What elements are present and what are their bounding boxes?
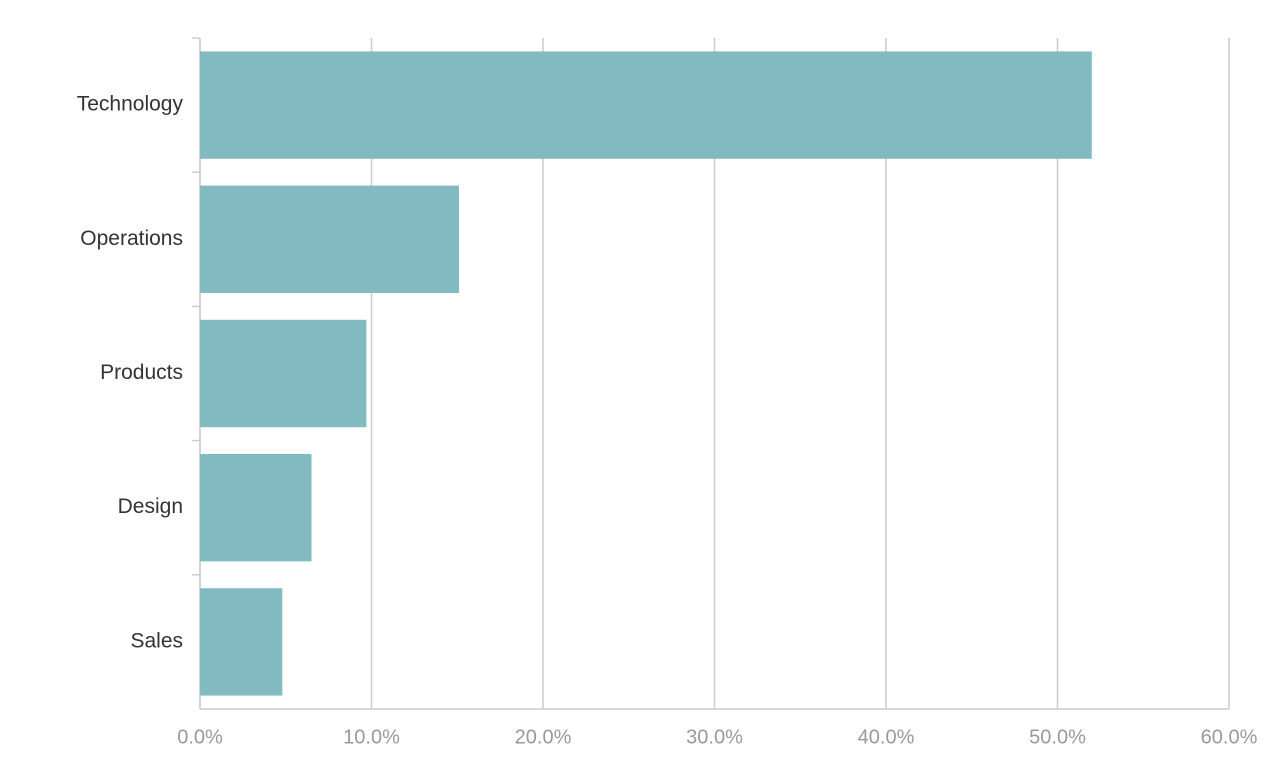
bar (200, 454, 312, 562)
y-tick-label: Products (100, 361, 183, 384)
bar (200, 588, 283, 696)
x-tick-label: 30.0% (686, 726, 743, 748)
x-tick-label: 0.0% (177, 726, 223, 748)
x-tick-label: 60.0% (1201, 726, 1258, 748)
x-tick-label: 40.0% (858, 726, 915, 748)
bar (200, 51, 1092, 159)
bar (200, 185, 459, 293)
y-tick-label: Technology (77, 93, 184, 116)
y-tick-label: Operations (80, 227, 183, 250)
y-tick-label: Design (118, 495, 183, 518)
x-tick-label: 20.0% (515, 726, 572, 748)
x-tick-label: 10.0% (343, 726, 400, 748)
y-tick-label: Sales (130, 629, 183, 652)
x-tick-label: 50.0% (1029, 726, 1086, 748)
bar (200, 319, 367, 428)
